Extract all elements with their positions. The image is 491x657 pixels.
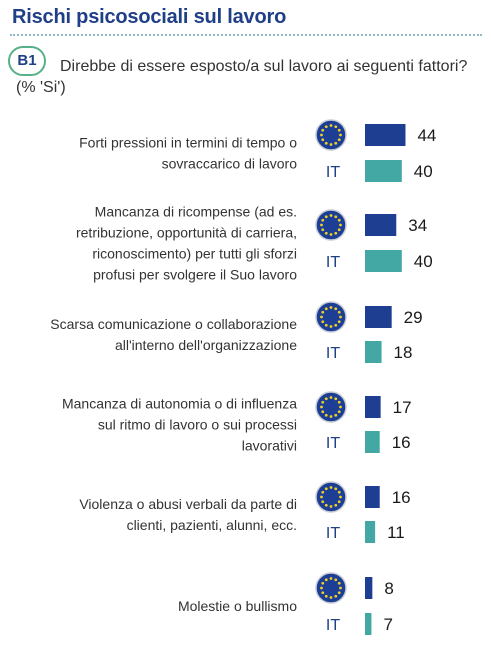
value-label-eu: 16 <box>392 488 411 507</box>
bar-it <box>365 431 380 453</box>
value-label-it: 40 <box>414 162 433 181</box>
eu-flag-icon <box>315 391 347 423</box>
bar-it <box>365 341 382 363</box>
category-label: Mancanza di ricompense (ad es. retribuzio… <box>76 204 297 283</box>
category-label: Violenza o abusi verbali da parte di clie… <box>79 496 297 533</box>
value-label-it: 16 <box>392 433 411 452</box>
category-label: Molestie o bullismo <box>178 598 297 614</box>
eu-flag-icon <box>315 209 347 241</box>
value-label-it: 40 <box>414 252 433 271</box>
bar-eu <box>365 396 381 418</box>
it-marker-label: IT <box>326 617 340 634</box>
category-label: Mancanza di autonomia o di influenza sul … <box>62 396 297 454</box>
value-label-eu: 29 <box>404 308 423 327</box>
eu-flag-icon <box>315 572 347 604</box>
title-divider <box>10 34 482 36</box>
eu-flag-icon <box>315 481 347 513</box>
eu-flag-icon <box>315 301 347 333</box>
value-label-it: 7 <box>383 615 392 634</box>
it-marker-label: IT <box>326 345 340 362</box>
question-badge: B1 <box>8 46 46 76</box>
it-marker-label: IT <box>326 435 340 452</box>
bar-it <box>365 521 376 543</box>
value-label-it: 11 <box>387 523 405 542</box>
value-label-eu: 34 <box>408 216 427 235</box>
bar-it <box>365 160 402 182</box>
category-label: Scarsa comunicazione o collaborazione all… <box>50 316 297 353</box>
bar-eu <box>365 306 392 328</box>
bar-eu <box>365 214 397 236</box>
value-label-eu: 8 <box>384 579 393 598</box>
page-title: Rischi psicosociali sul lavoro <box>12 6 287 28</box>
value-label-eu: 17 <box>393 398 412 417</box>
question-text: Direbbe di essere esposto/a sul lavoro a… <box>16 58 468 96</box>
it-marker-label: IT <box>326 525 340 542</box>
bar-eu <box>365 577 373 599</box>
bar-it <box>365 613 372 635</box>
bar-it <box>365 250 402 272</box>
eu-flag-icon <box>315 119 347 151</box>
bar-eu <box>365 124 406 146</box>
category-label: Forti pressioni in termini di tempo o sov… <box>79 135 297 172</box>
it-marker-label: IT <box>326 164 340 181</box>
value-label-it: 18 <box>394 343 413 362</box>
it-marker-label: IT <box>326 254 340 271</box>
value-label-eu: 44 <box>417 126 436 145</box>
bar-eu <box>365 486 380 508</box>
